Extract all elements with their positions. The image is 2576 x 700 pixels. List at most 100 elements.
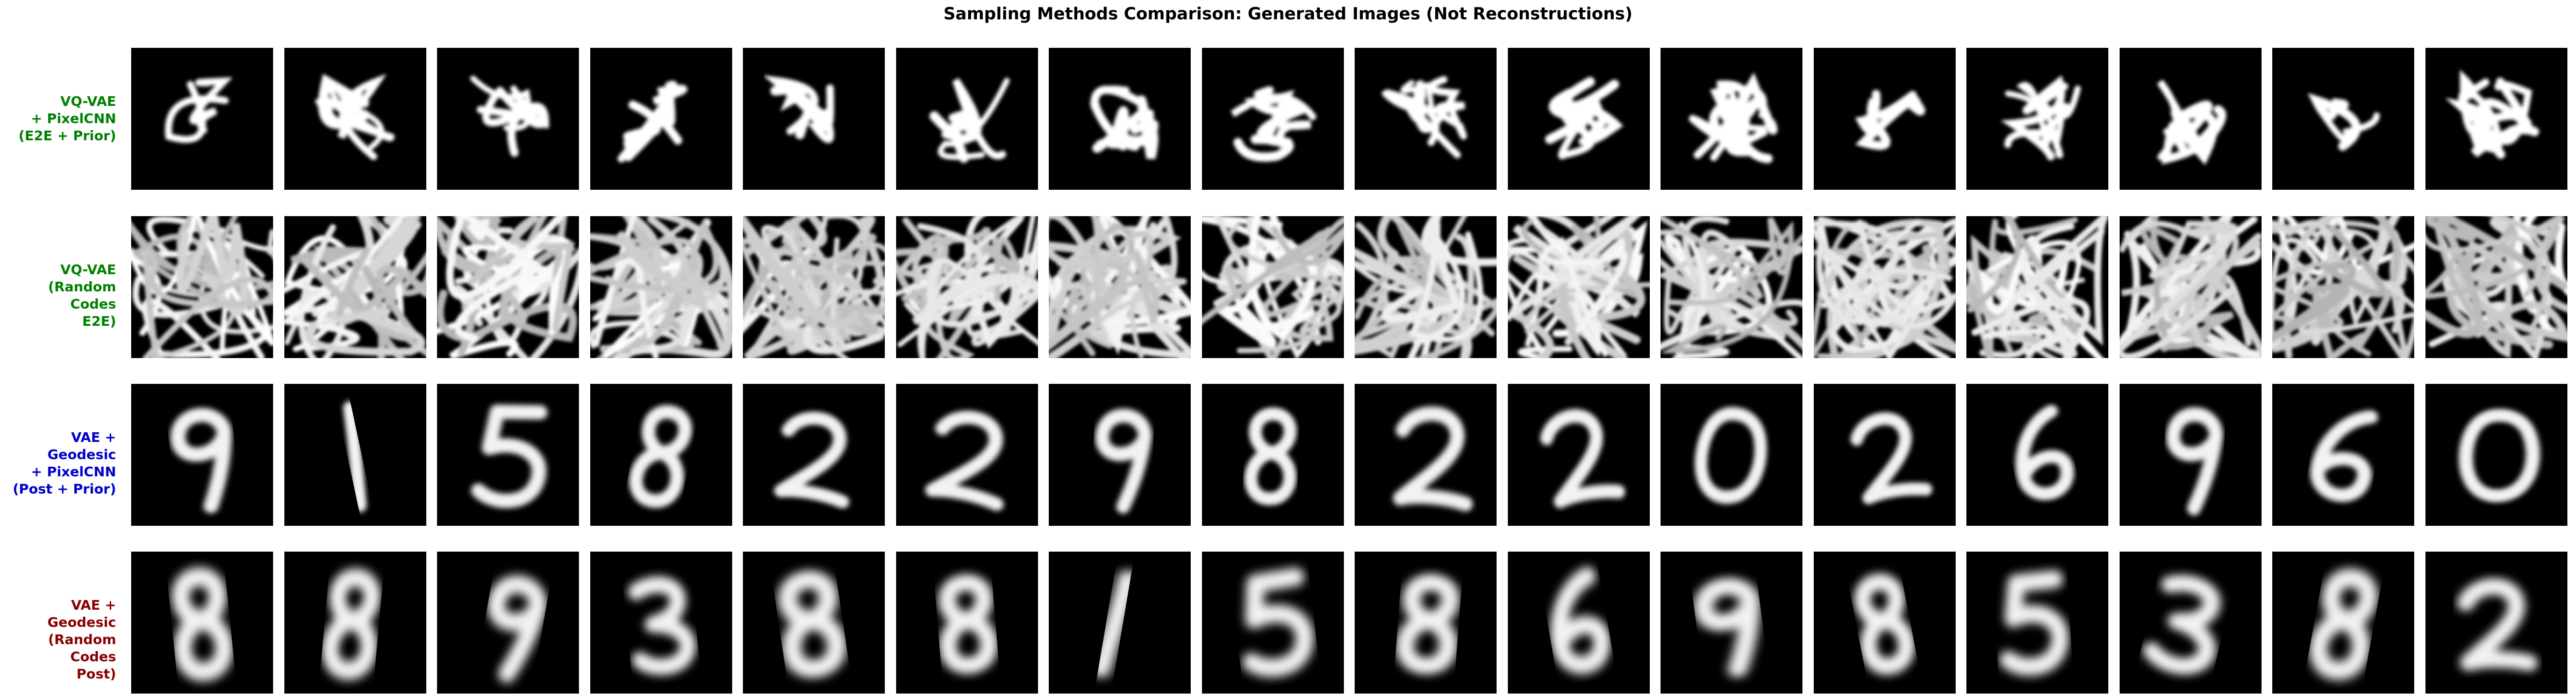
sample-image-pixels <box>896 384 1038 526</box>
sample-image-pixels <box>2425 216 2567 358</box>
sample-image <box>1661 384 1802 526</box>
sample-image <box>1508 48 1650 190</box>
sample-image-pixels <box>590 552 732 694</box>
sample-image-pixels <box>1661 552 1802 694</box>
sample-image <box>1661 48 1802 190</box>
chart-title: Sampling Methods Comparison: Generated I… <box>943 4 1633 24</box>
sample-image-pixels <box>284 384 426 526</box>
sample-image <box>1049 384 1191 526</box>
sample-image-pixels <box>1966 48 2108 190</box>
sample-image-pixels <box>1966 216 2108 358</box>
sample-image-pixels <box>1508 48 1650 190</box>
sample-image <box>284 216 426 358</box>
sample-image-pixels <box>1355 216 1497 358</box>
sample-image <box>1049 48 1191 190</box>
sample-image <box>1202 384 1344 526</box>
sample-image-pixels <box>284 216 426 358</box>
sample-image <box>1966 552 2108 694</box>
sample-image-pixels <box>131 552 273 694</box>
row-label: VAE + Geodesic + PixelCNN (Post + Prior) <box>12 430 116 497</box>
sample-image-pixels <box>743 384 885 526</box>
sample-image-pixels <box>437 48 579 190</box>
sample-image-pixels <box>1202 48 1344 190</box>
sample-image <box>2272 216 2414 358</box>
sample-image-pixels <box>2120 552 2262 694</box>
sample-image-pixels <box>2272 384 2414 526</box>
sample-image <box>896 384 1038 526</box>
sample-image <box>1966 216 2108 358</box>
sample-image-pixels <box>2272 552 2414 694</box>
sample-image-pixels <box>1966 384 2108 526</box>
sample-image-pixels <box>743 48 885 190</box>
sample-image <box>1355 216 1497 358</box>
sample-image-pixels <box>437 216 579 358</box>
sample-image-pixels <box>743 552 885 694</box>
sample-image-pixels <box>896 552 1038 694</box>
sample-image <box>1966 48 2108 190</box>
sample-image-pixels <box>1814 552 1956 694</box>
sample-image-pixels <box>1355 48 1497 190</box>
sample-image <box>1814 216 1956 358</box>
sample-image <box>2425 48 2567 190</box>
sample-image <box>590 216 732 358</box>
sample-image <box>2120 48 2262 190</box>
sample-image <box>437 216 579 358</box>
sample-image-pixels <box>1508 216 1650 358</box>
sample-image <box>1814 384 1956 526</box>
sample-image <box>1355 384 1497 526</box>
sample-image-pixels <box>1355 384 1497 526</box>
sample-image-pixels <box>1508 384 1650 526</box>
sample-image <box>1661 552 1802 694</box>
sample-image-pixels <box>896 216 1038 358</box>
sample-image <box>743 384 885 526</box>
sample-image-pixels <box>1049 384 1191 526</box>
sample-image-pixels <box>590 48 732 190</box>
sample-image <box>131 216 273 358</box>
sample-image-pixels <box>2120 48 2262 190</box>
sample-image-pixels <box>1814 48 1956 190</box>
sample-image-pixels <box>1661 48 1802 190</box>
sample-image-pixels <box>1202 216 1344 358</box>
sample-image-pixels <box>1661 384 1802 526</box>
sample-image <box>896 48 1038 190</box>
sample-image-pixels <box>2272 216 2414 358</box>
sample-image <box>743 216 885 358</box>
sample-image <box>131 384 273 526</box>
sample-image <box>1966 384 2108 526</box>
sample-image-pixels <box>1355 552 1497 694</box>
sample-image-pixels <box>1966 552 2108 694</box>
sample-image-pixels <box>1202 552 1344 694</box>
sample-image-pixels <box>284 48 426 190</box>
sample-image <box>2272 48 2414 190</box>
sample-image <box>1661 216 1802 358</box>
sample-image-pixels <box>437 384 579 526</box>
sample-image <box>2272 552 2414 694</box>
sample-image-pixels <box>1661 216 1802 358</box>
sample-image <box>2425 216 2567 358</box>
row-label: VQ-VAE + PixelCNN (E2E + Prior) <box>18 94 116 144</box>
sample-image <box>896 216 1038 358</box>
sample-image-pixels <box>1814 216 1956 358</box>
sample-image-pixels <box>590 216 732 358</box>
sample-image <box>1202 48 1344 190</box>
sample-image <box>1508 552 1650 694</box>
sample-image <box>2272 384 2414 526</box>
sample-image <box>1814 552 1956 694</box>
sample-image-pixels <box>2425 48 2567 190</box>
sample-image <box>437 552 579 694</box>
sample-image <box>1202 216 1344 358</box>
sample-image <box>1355 48 1497 190</box>
sample-image-pixels <box>2120 384 2262 526</box>
sample-image-pixels <box>1508 552 1650 694</box>
sample-image-pixels <box>2425 384 2567 526</box>
sample-image-pixels <box>437 552 579 694</box>
sample-image <box>437 48 579 190</box>
sample-image <box>590 48 732 190</box>
sample-image <box>896 552 1038 694</box>
sample-image <box>590 552 732 694</box>
sample-image <box>1202 552 1344 694</box>
sample-image-pixels <box>131 48 273 190</box>
sample-image <box>284 384 426 526</box>
sample-image <box>1814 48 1956 190</box>
